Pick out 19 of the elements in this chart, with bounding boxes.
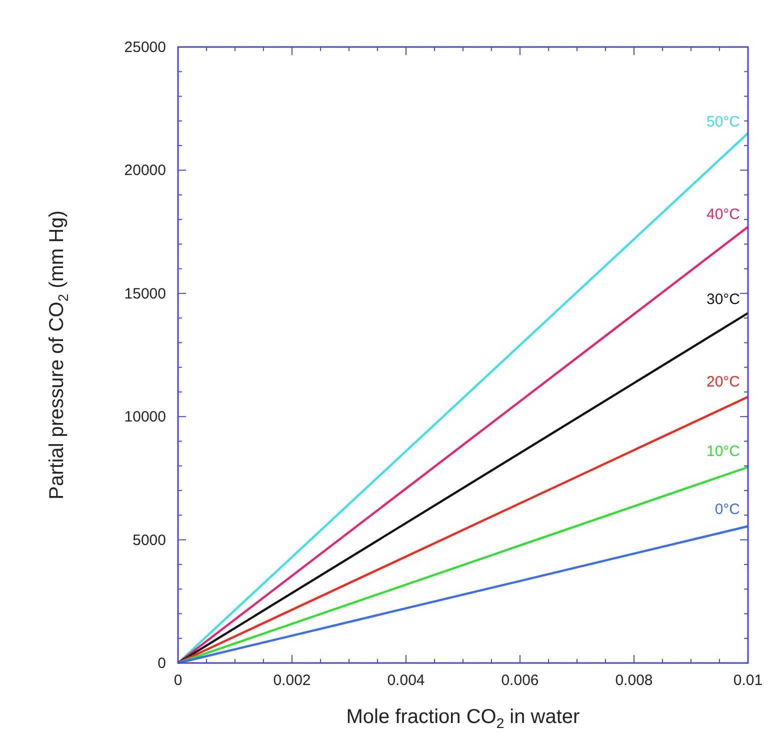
x-tick-label: 0.006 [501, 672, 539, 689]
series-label: 20°C [706, 374, 740, 391]
y-tick-label: 5000 [132, 532, 166, 549]
x-tick-label: 0.004 [387, 672, 425, 689]
series-label: 30°C [706, 291, 740, 308]
y-tick-label: 25000 [124, 39, 166, 56]
series-label: 40°C [706, 206, 740, 223]
x-tick-label: 0.01 [733, 672, 763, 689]
series-label: 0°C [714, 501, 740, 518]
y-tick-label: 20000 [124, 162, 166, 180]
x-tick-label: 0.008 [615, 672, 653, 689]
series-label: 10°C [706, 442, 740, 460]
x-axis-title: Mole fraction CO$_{2}$ in water [346, 706, 580, 731]
y-tick-label: 10000 [124, 408, 166, 426]
x-tick-label: 0.002 [273, 672, 311, 689]
x-tick-label: 0 [174, 672, 182, 689]
y-tick-label: 0 [158, 655, 166, 672]
y-tick-label: 15000 [124, 285, 166, 302]
series-label: 50°C [706, 114, 740, 131]
